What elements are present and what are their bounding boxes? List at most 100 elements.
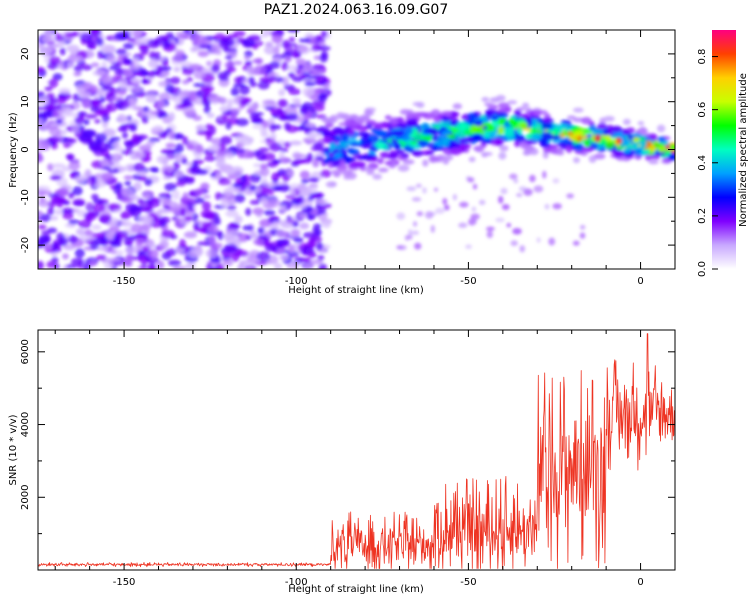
- noise-cell: [184, 263, 194, 269]
- noise-cell: [114, 31, 128, 41]
- noise-cell: [144, 178, 153, 186]
- signal-cell: [396, 123, 407, 129]
- signal-cell: [339, 140, 348, 149]
- noise-cell: [218, 76, 230, 81]
- noise-cell: [107, 203, 121, 210]
- noise-cell: [452, 193, 457, 201]
- colorbar-tick-label: 0.8: [697, 49, 708, 65]
- signal-cell: [329, 142, 336, 151]
- signal-cell: [523, 149, 533, 156]
- signal-cell: [433, 114, 442, 123]
- noise-cell: [109, 136, 121, 143]
- signal-cell: [584, 139, 591, 148]
- colorbar-ticks: 0.0 0.2 0.4 0.6 0.8: [697, 49, 718, 277]
- noise-cell: [38, 66, 45, 73]
- noise-cell: [422, 187, 427, 194]
- noise-cell: [166, 153, 175, 160]
- signal-cell: [552, 128, 559, 136]
- noise-cell: [544, 203, 550, 210]
- signal-cell: [491, 116, 499, 121]
- signal-cell: [522, 144, 532, 150]
- noise-cell: [140, 223, 152, 231]
- noise-cell: [293, 237, 304, 244]
- noise-cell: [49, 56, 61, 65]
- colorbar: 0.0 0.2 0.4 0.6 0.8 Normalized spectral ampl…: [697, 30, 749, 277]
- noise-cell: [77, 111, 88, 117]
- noise-cell: [185, 111, 197, 116]
- noise-cell: [412, 221, 418, 227]
- noise-cell: [195, 169, 209, 175]
- signal-cell: [623, 147, 632, 154]
- noise-cell: [105, 230, 116, 240]
- noise-cell: [234, 215, 243, 224]
- noise-cell: [175, 49, 185, 57]
- noise-cell: [467, 177, 475, 183]
- noise-cell: [415, 183, 422, 188]
- noise-cell: [130, 78, 141, 85]
- noise-cell: [278, 205, 287, 211]
- signal-cell: [372, 173, 383, 180]
- signal-cell: [498, 151, 507, 160]
- noise-cell: [85, 113, 98, 119]
- noise-cell: [170, 95, 178, 101]
- noise-cell: [443, 204, 450, 211]
- signal-cell: [648, 159, 659, 165]
- signal-cell: [515, 111, 522, 116]
- noise-cell: [579, 232, 586, 239]
- noise-cell: [486, 230, 493, 239]
- noise-cell: [80, 64, 93, 71]
- noise-cell: [188, 30, 203, 33]
- colorbar-tick-label: 0.2: [697, 208, 708, 224]
- signal-cell: [377, 167, 389, 173]
- noise-cell: [259, 167, 270, 177]
- noise-cell: [424, 211, 434, 219]
- noise-cell: [142, 193, 152, 200]
- noise-cell: [259, 219, 272, 228]
- noise-cell: [145, 256, 160, 264]
- signal-cell: [656, 124, 666, 133]
- snr-y-tick-label: 2000: [20, 485, 31, 510]
- noise-cell: [147, 249, 159, 259]
- noise-cell: [533, 185, 544, 193]
- noise-cell: [256, 251, 271, 262]
- noise-cell: [73, 71, 82, 77]
- signal-cell: [541, 121, 553, 130]
- signal-cell: [668, 152, 675, 158]
- noise-cell: [165, 84, 175, 94]
- noise-cell: [138, 144, 152, 152]
- noise-cell: [174, 170, 184, 177]
- noise-cell: [206, 112, 215, 118]
- signal-cell: [442, 138, 450, 147]
- noise-cell: [307, 177, 319, 183]
- noise-cell: [288, 36, 296, 42]
- signal-cell: [392, 129, 405, 136]
- noise-cell: [472, 183, 478, 190]
- noise-cell: [184, 216, 193, 222]
- noise-cell: [95, 133, 108, 143]
- noise-cell: [82, 262, 91, 269]
- noise-cell: [158, 131, 168, 139]
- noise-cell: [131, 133, 139, 143]
- noise-cell: [92, 98, 101, 108]
- noise-cell: [175, 181, 186, 187]
- signal-cell: [357, 131, 370, 137]
- signal-cell: [647, 154, 658, 160]
- noise-cell: [223, 187, 234, 197]
- noise-cell: [57, 187, 69, 197]
- noise-cell: [150, 167, 160, 173]
- noise-cell: [64, 223, 76, 228]
- signal-cell: [481, 152, 488, 158]
- noise-cell: [312, 158, 320, 168]
- noise-cell: [86, 39, 96, 49]
- noise-cell: [52, 263, 61, 269]
- signal-cell: [537, 138, 549, 144]
- signal-cell: [336, 112, 346, 120]
- signal-cell: [419, 141, 432, 147]
- noise-cell: [529, 174, 536, 183]
- noise-cell: [121, 197, 133, 203]
- noise-cell: [123, 58, 133, 65]
- noise-cell: [91, 193, 99, 201]
- noise-cell: [291, 97, 300, 104]
- noise-cell: [309, 95, 320, 101]
- noise-cell: [144, 215, 154, 225]
